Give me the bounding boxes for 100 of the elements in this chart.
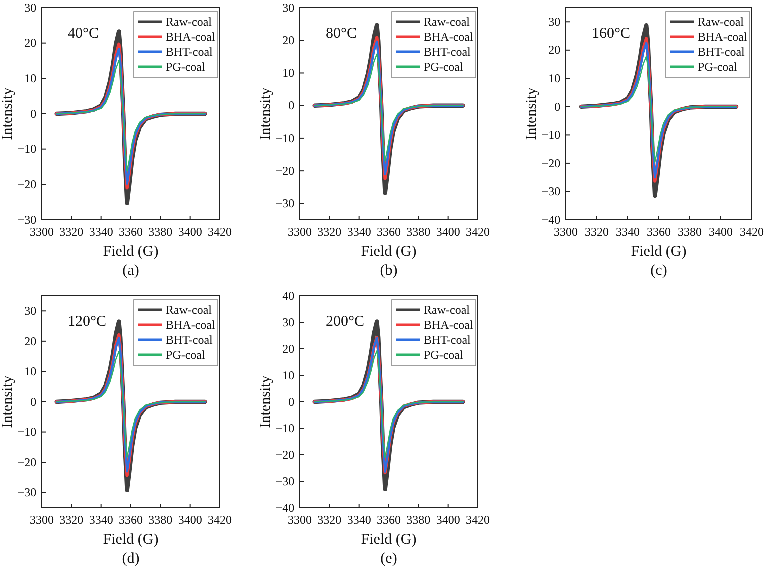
x-tick-label: 3360: [377, 225, 401, 240]
y-tick-label: 10: [282, 368, 295, 382]
x-tick-label: 3320: [318, 225, 342, 240]
y-tick-label: −10: [18, 142, 37, 156]
y-tick-label: −30: [18, 212, 37, 227]
x-tick-label: 3380: [406, 225, 431, 240]
y-tick-label: −10: [542, 128, 561, 142]
legend-label: PG-coal: [166, 348, 206, 362]
text: (c): [650, 263, 668, 279]
y-tick-label: 20: [282, 342, 295, 356]
x-tick-label: 3400: [178, 513, 202, 528]
y-tick-label: −20: [276, 164, 295, 178]
text: (b): [380, 263, 398, 279]
x-tick-label: 3320: [60, 225, 84, 240]
y-tick-label: −20: [18, 178, 37, 192]
x-tick-label: 3420: [208, 225, 232, 240]
y-tick-label: −30: [276, 474, 295, 488]
y-tick-label: 10: [282, 66, 295, 80]
x-tick-label: 3320: [585, 225, 609, 240]
legend-label: Raw-coal: [698, 15, 745, 29]
y-tick-label: −30: [276, 196, 295, 211]
y-tick-label: 20: [24, 36, 37, 50]
x-axis-title: Field (G): [631, 244, 687, 260]
x-tick-label: 3300: [554, 225, 578, 240]
legend-label: BHT-coal: [166, 333, 214, 347]
x-tick-label: 3420: [466, 513, 490, 528]
legend-label: Raw-coal: [166, 15, 213, 29]
y-tick-label: −10: [18, 425, 37, 440]
legend-label: BHT-coal: [424, 333, 472, 347]
x-tick-label: 3380: [406, 513, 431, 528]
legend-label: BHT-coal: [166, 45, 214, 59]
legend-label: BHA-coal: [166, 30, 216, 44]
legend-label: PG-coal: [166, 60, 206, 74]
y-tick-label: 30: [548, 14, 561, 29]
x-tick-label: 3380: [678, 225, 702, 240]
y-tick-label: −10: [276, 421, 295, 436]
y-tick-label: 30: [282, 0, 295, 15]
y-tick-label: 0: [288, 98, 295, 113]
y-tick-label: 30: [24, 304, 37, 318]
y-tick-label: −30: [18, 486, 37, 500]
y-axis-title: Intensity: [258, 375, 274, 428]
x-tick-label: 3400: [436, 225, 460, 240]
legend-label: BHA-coal: [424, 30, 474, 44]
y-tick-label: 0: [30, 394, 37, 409]
annotation: 160°C: [592, 26, 631, 42]
x-axis-title: Field (G): [361, 532, 417, 548]
legend-label: BHA-coal: [166, 318, 216, 332]
y-tick-label: −10: [276, 131, 295, 146]
y-tick-label: −30: [542, 184, 561, 199]
y-tick-label: 30: [24, 0, 37, 15]
legend-label: Raw-coal: [424, 15, 471, 29]
x-tick-label: 3300: [288, 225, 312, 240]
y-tick-label: 0: [30, 106, 37, 121]
x-tick-label: 3420: [208, 513, 232, 528]
x-tick-label: 3360: [647, 225, 671, 240]
text: (d): [122, 551, 140, 567]
y-tick-label: −40: [542, 212, 561, 227]
x-tick-label: 3380: [148, 225, 173, 240]
x-tick-label: 3360: [119, 513, 143, 528]
y-tick-label: 20: [24, 334, 37, 348]
text: (e): [380, 551, 398, 567]
y-axis-title: Intensity: [0, 375, 16, 428]
y-tick-label: 20: [548, 43, 561, 58]
legend-label: PG-coal: [698, 60, 738, 74]
y-tick-label: 10: [548, 72, 561, 86]
y-tick-label: 40: [282, 288, 295, 303]
x-tick-label: 3340: [89, 513, 114, 528]
annotation: 40°C: [68, 26, 100, 42]
annotation: 200°C: [326, 314, 365, 330]
y-tick-label: 10: [24, 364, 37, 379]
x-tick-label: 3340: [616, 225, 640, 240]
y-axis-title: Intensity: [258, 87, 274, 140]
y-tick-label: −20: [542, 156, 561, 170]
legend-label: PG-coal: [424, 60, 464, 74]
legend-label: BHA-coal: [424, 318, 474, 332]
x-tick-label: 3360: [377, 513, 401, 528]
x-tick-label: 3340: [347, 225, 372, 240]
x-tick-label: 3300: [30, 225, 54, 240]
x-tick-label: 3420: [740, 225, 764, 240]
x-tick-label: 3380: [148, 513, 173, 528]
x-tick-label: 3420: [466, 225, 490, 240]
y-tick-label: −40: [276, 500, 295, 515]
x-axis-title: Field (G): [103, 244, 159, 260]
legend-label: Raw-coal: [424, 303, 471, 317]
y-tick-label: 20: [282, 33, 295, 48]
x-tick-label: 3400: [709, 225, 733, 240]
y-tick-label: 0: [288, 394, 295, 409]
x-tick-label: 3320: [318, 513, 342, 528]
legend-label: Raw-coal: [166, 303, 213, 317]
x-tick-label: 3340: [347, 513, 372, 528]
legend-label: BHT-coal: [424, 45, 472, 59]
x-tick-label: 3400: [178, 225, 202, 240]
y-tick-label: 0: [554, 100, 561, 114]
y-tick-label: 10: [24, 72, 37, 86]
x-tick-label: 3360: [119, 225, 143, 240]
x-tick-label: 3400: [436, 513, 460, 528]
y-tick-label: 30: [282, 315, 295, 330]
x-tick-label: 3300: [288, 513, 312, 528]
x-tick-label: 3300: [30, 513, 54, 528]
y-axis-title: Intensity: [0, 87, 16, 140]
